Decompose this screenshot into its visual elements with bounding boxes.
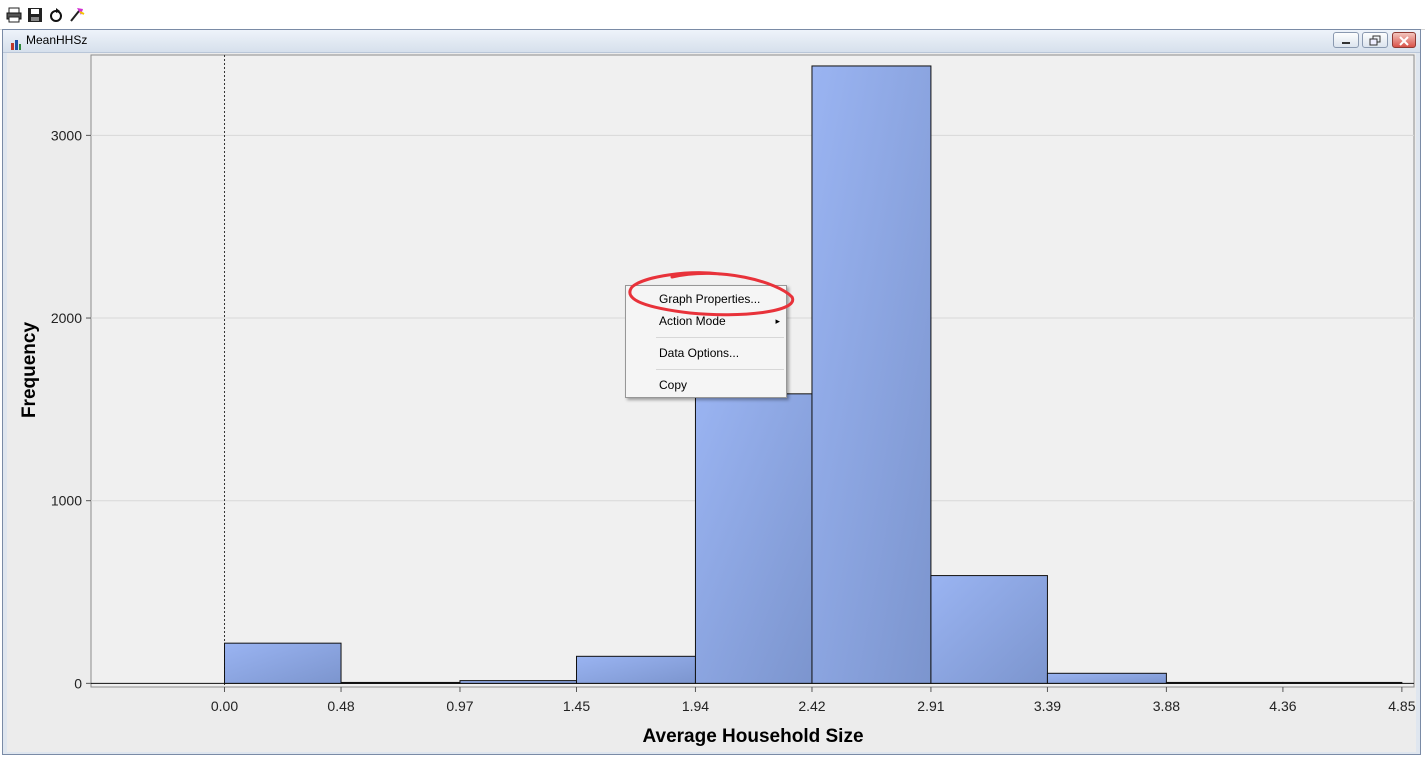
x-tick-label: 0.97	[446, 698, 473, 714]
x-tick-label: 1.45	[563, 698, 590, 714]
histogram-bar[interactable]	[340, 681, 461, 684]
menu-separator	[656, 337, 784, 338]
restore-button[interactable]	[1362, 32, 1388, 48]
submenu-arrow-icon: ▸	[775, 316, 780, 326]
save-icon[interactable]	[27, 7, 43, 23]
refresh-icon[interactable]	[48, 7, 64, 23]
histogram-bar[interactable]	[459, 680, 578, 684]
menu-item-data-options[interactable]: Data Options...	[659, 346, 740, 360]
bars	[91, 65, 1414, 684]
x-tick-label: 3.39	[1034, 698, 1061, 714]
close-button[interactable]	[1392, 32, 1416, 48]
histogram-bar[interactable]	[576, 655, 696, 684]
y-axis-label: Frequency	[19, 322, 40, 419]
y-tick-label: 0	[74, 675, 82, 691]
x-tick-label: 0.48	[327, 698, 354, 714]
printer-icon[interactable]	[6, 7, 22, 23]
axes: 0 1000 2000 3000 0.00 0.48 0.97 1.45 1.94 2.42 2.9…	[51, 127, 1416, 714]
x-tick-label: 2.42	[798, 698, 825, 714]
histogram-bar[interactable]	[811, 65, 932, 684]
menu-item-action-mode[interactable]: Action Mode	[659, 314, 726, 328]
histogram-bar[interactable]	[224, 642, 342, 684]
histogram-bar[interactable]	[694, 393, 813, 684]
x-tick-label: 2.91	[917, 698, 944, 714]
menu-item-graph-properties[interactable]: Graph Properties...	[659, 292, 761, 306]
window-title: MeanHHSz	[26, 33, 88, 47]
y-tick-label: 1000	[51, 493, 82, 509]
window-titlebar[interactable]: MeanHHSz	[3, 30, 1420, 53]
histogram-bar[interactable]	[1165, 681, 1284, 684]
x-tick-label: 4.36	[1269, 698, 1296, 714]
x-tick-label: 3.88	[1153, 698, 1180, 714]
histogram-bar[interactable]	[1282, 681, 1403, 684]
x-tick-label: 1.94	[682, 698, 709, 714]
y-tick-label: 2000	[51, 310, 82, 326]
menu-separator	[656, 369, 784, 370]
histogram-bar[interactable]	[930, 575, 1048, 684]
y-tick-label: 3000	[51, 127, 82, 143]
menu-item-copy[interactable]: Copy	[659, 378, 688, 392]
graph-icon	[10, 35, 22, 50]
wand-icon[interactable]	[69, 7, 85, 23]
histogram-bar[interactable]	[1046, 672, 1167, 684]
minimize-button[interactable]	[1333, 32, 1359, 48]
context-menu: Graph Properties... Action Mode ▸ Data O…	[625, 285, 787, 398]
x-tick-label: 0.00	[211, 698, 238, 714]
x-axis-label: Average Household Size	[642, 726, 863, 747]
x-tick-label: 4.85	[1388, 698, 1415, 714]
